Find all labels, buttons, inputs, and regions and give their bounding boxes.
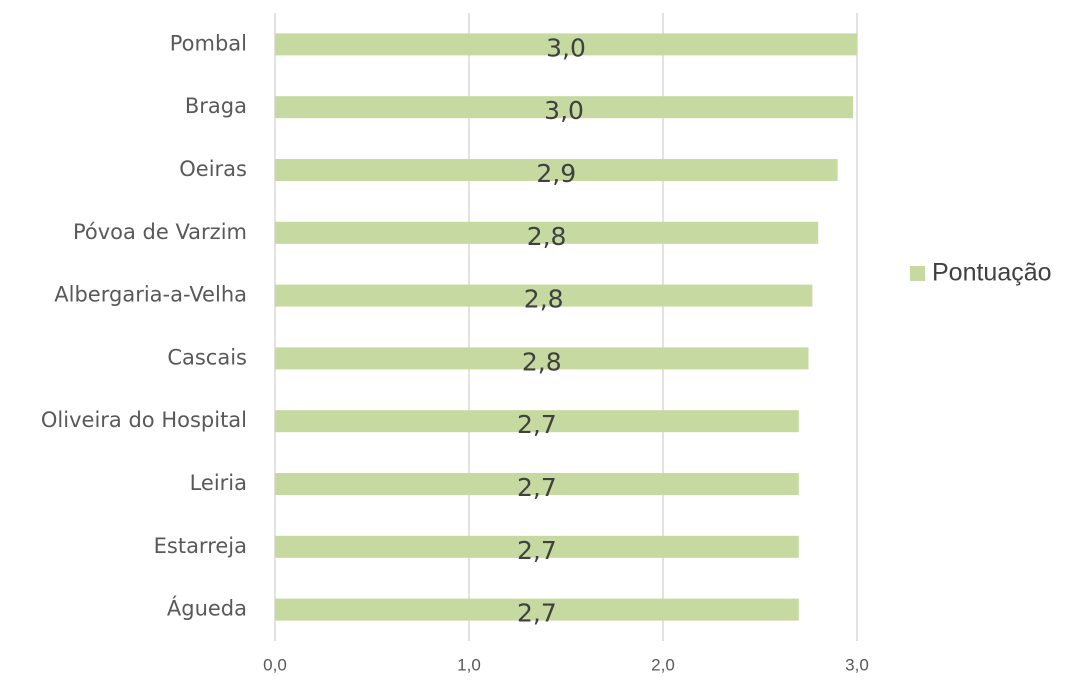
value-label: 3,0 [544, 96, 584, 125]
value-label: 2,9 [536, 159, 576, 188]
bar [275, 284, 813, 307]
x-tick-label: 3,0 [845, 655, 869, 674]
value-label: 2,8 [527, 222, 567, 251]
category-label: Águeda [167, 596, 247, 621]
bar [275, 96, 854, 119]
bar [275, 473, 799, 495]
x-tick-label: 1,0 [457, 655, 481, 674]
category-label: Estarreja [154, 534, 247, 558]
bar [275, 410, 799, 433]
category-label: Leiria [190, 471, 247, 495]
legend-swatch [910, 266, 925, 281]
category-label: Braga [185, 94, 247, 118]
bar [275, 33, 857, 56]
category-label: Pombal [170, 31, 247, 55]
category-label: Albergaria-a-Velha [54, 283, 247, 307]
category-label: Cascais [167, 345, 247, 369]
category-label: Oeiras [179, 157, 247, 181]
legend-label: Pontuação [932, 259, 1052, 287]
value-label: 2,7 [517, 410, 557, 439]
bar [275, 535, 799, 558]
bar [275, 347, 809, 370]
bar [275, 159, 838, 181]
category-label: Póvoa de Varzim [73, 220, 247, 244]
value-label: 3,0 [546, 33, 586, 62]
value-label: 2,7 [517, 473, 557, 502]
bar [275, 221, 819, 244]
category-label: Oliveira do Hospital [41, 408, 247, 432]
bar [275, 598, 799, 621]
value-label: 2,8 [524, 285, 564, 314]
value-label: 2,8 [522, 347, 562, 376]
value-label: 2,7 [517, 536, 557, 565]
x-tick-label: 0,0 [263, 655, 287, 674]
value-label: 2,7 [517, 599, 557, 628]
x-tick-label: 2,0 [651, 655, 675, 674]
